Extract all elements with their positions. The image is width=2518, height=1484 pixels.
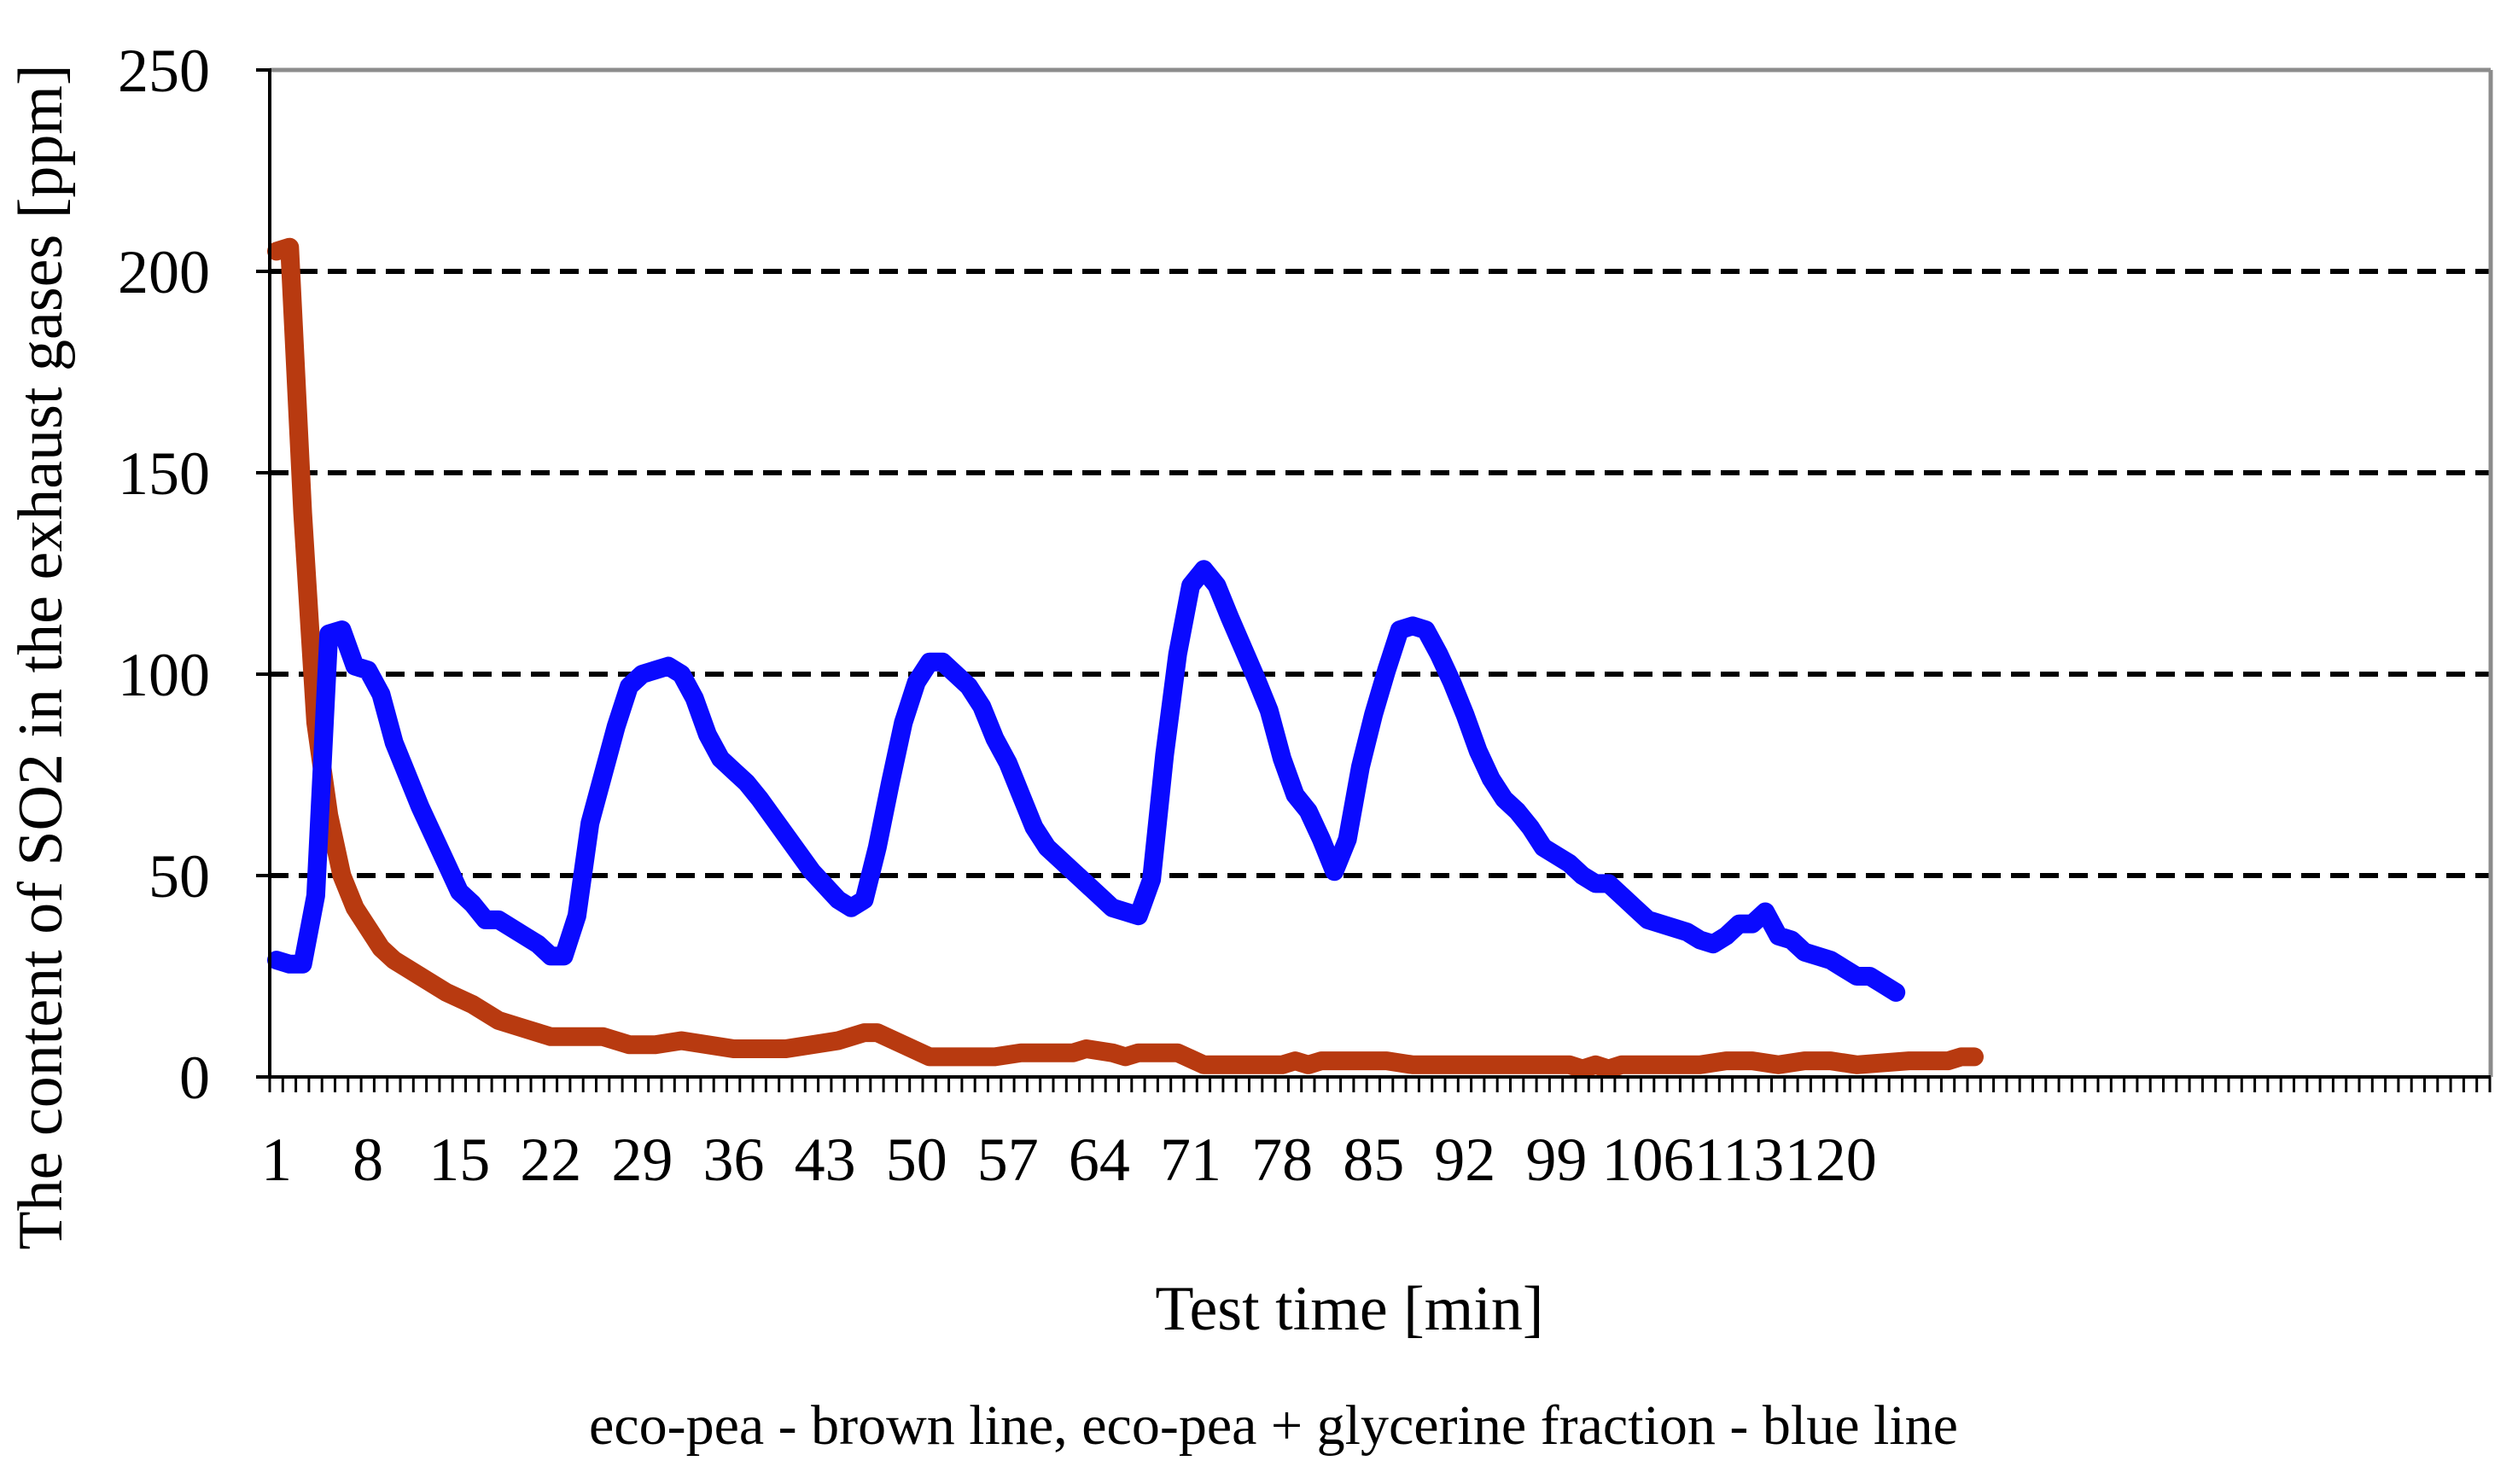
x-tick-label-50: 50 bbox=[886, 1126, 947, 1194]
x-tick-label-85: 85 bbox=[1343, 1126, 1404, 1194]
series-line-eco-pea-glycerine bbox=[267, 560, 1906, 1002]
series-layer bbox=[267, 237, 1984, 1079]
x-tick-label-8: 8 bbox=[353, 1126, 383, 1194]
x-tick-label-71: 71 bbox=[1160, 1126, 1221, 1194]
y-axis-tick-labels: 0 50 100 150 200 250 bbox=[118, 37, 210, 1112]
x-axis-tick-labels: 1 8 15 22 29 36 43 50 57 64 71 78 85 92 99 106 113 120 bbox=[261, 1126, 1877, 1194]
x-tick-label-78: 78 bbox=[1251, 1126, 1313, 1194]
x-axis-title: Test time [min] bbox=[1155, 1274, 1543, 1344]
y-tick-label-150: 150 bbox=[118, 439, 210, 508]
x-tick-label-29: 29 bbox=[611, 1126, 673, 1194]
x-tick-label-22: 22 bbox=[520, 1126, 581, 1194]
x-tick-label-64: 64 bbox=[1069, 1126, 1130, 1194]
x-tick-label-15: 15 bbox=[428, 1126, 490, 1194]
x-axis-ticks bbox=[268, 1077, 2492, 1092]
x-tick-label-113: 113 bbox=[1694, 1126, 1784, 1194]
x-tick-label-57: 57 bbox=[977, 1126, 1039, 1194]
x-tick-label-36: 36 bbox=[703, 1126, 765, 1194]
y-tick-label-250: 250 bbox=[118, 37, 210, 105]
chart-caption: eco-pea - brown line, eco-pea + glycerin… bbox=[589, 1394, 1958, 1457]
x-tick-label-43: 43 bbox=[795, 1126, 856, 1194]
y-axis-ticks bbox=[256, 68, 270, 1079]
y-tick-label-200: 200 bbox=[118, 238, 210, 306]
y-tick-label-0: 0 bbox=[179, 1044, 210, 1112]
y-axis-title: The content of SO2 in the exhaust gases … bbox=[6, 64, 76, 1249]
x-tick-label-1: 1 bbox=[261, 1126, 292, 1194]
y-tick-label-100: 100 bbox=[118, 641, 210, 709]
x-tick-label-92: 92 bbox=[1434, 1126, 1495, 1194]
series-line-eco-pea bbox=[267, 237, 1984, 1079]
y-tick-label-50: 50 bbox=[149, 842, 210, 911]
x-tick-label-106: 106 bbox=[1602, 1126, 1694, 1194]
x-tick-label-99: 99 bbox=[1525, 1126, 1587, 1194]
x-tick-label-120: 120 bbox=[1785, 1126, 1877, 1194]
